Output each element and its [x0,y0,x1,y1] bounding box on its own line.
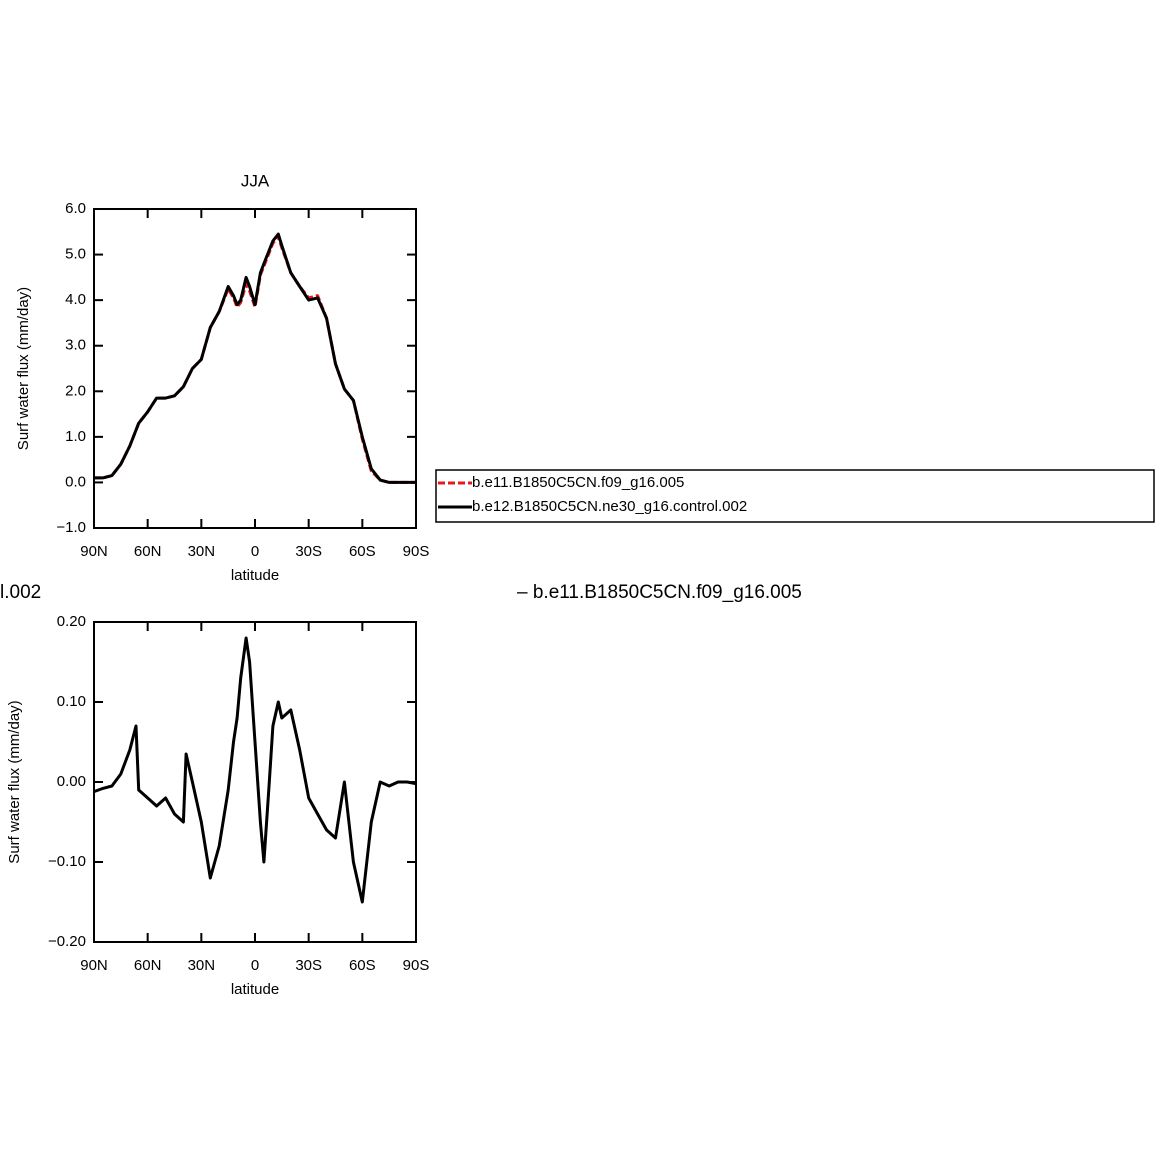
x-tick-label: 90N [80,543,108,560]
y-axis-label: Surf water flux (mm/day) [15,287,32,450]
y-axis-label: Surf water flux (mm/day) [6,700,23,863]
x-axis-label: latitude [231,981,279,998]
y-tick-label: −0.10 [48,853,86,870]
series-line [94,234,416,484]
y-tick-label: 4.0 [65,291,86,308]
series-line [94,232,416,484]
plot-frame [93,621,417,943]
y-tick-label: −1.0 [56,519,86,536]
legend-label: b.e12.B1850C5CN.ne30_g16.control.002 [472,498,747,515]
x-tick-label: 0 [251,957,259,974]
y-tick-label: 0.10 [57,693,86,710]
x-axis-label: latitude [231,567,279,584]
x-tick-label: 60N [134,957,162,974]
x-tick-label: 90S [403,957,430,974]
chart-title: – b.e11.B1850C5CN.f09_g16.005 [517,582,802,603]
y-tick-label: 2.0 [65,382,86,399]
x-tick-label: 30S [295,957,322,974]
x-tick-label: 90S [403,543,430,560]
x-tick-label: 90N [80,957,108,974]
y-tick-label: 0.00 [57,773,86,790]
chart-title: JJA [241,171,270,190]
y-tick-label: −0.20 [48,933,86,950]
legend-label: b.e11.B1850C5CN.f09_g16.005 [472,474,684,491]
y-tick-label: 0.20 [57,613,86,630]
series-line [93,636,417,904]
y-tick-label: 3.0 [65,337,86,354]
x-tick-label: 60S [349,543,376,560]
x-tick-label: 30S [295,543,322,560]
x-tick-label: 30N [188,543,216,560]
x-tick-label: 0 [251,543,259,560]
y-tick-label: 5.0 [65,246,86,263]
y-tick-label: 0.0 [65,473,86,490]
y-tick-label: 6.0 [65,200,86,217]
chart-title: l.002 [0,582,41,603]
x-tick-label: 60S [349,957,376,974]
y-tick-label: 1.0 [65,428,86,445]
x-tick-label: 60N [134,543,162,560]
legend-box [435,469,1155,523]
x-tick-label: 30N [188,957,216,974]
plot-frame [93,208,417,529]
